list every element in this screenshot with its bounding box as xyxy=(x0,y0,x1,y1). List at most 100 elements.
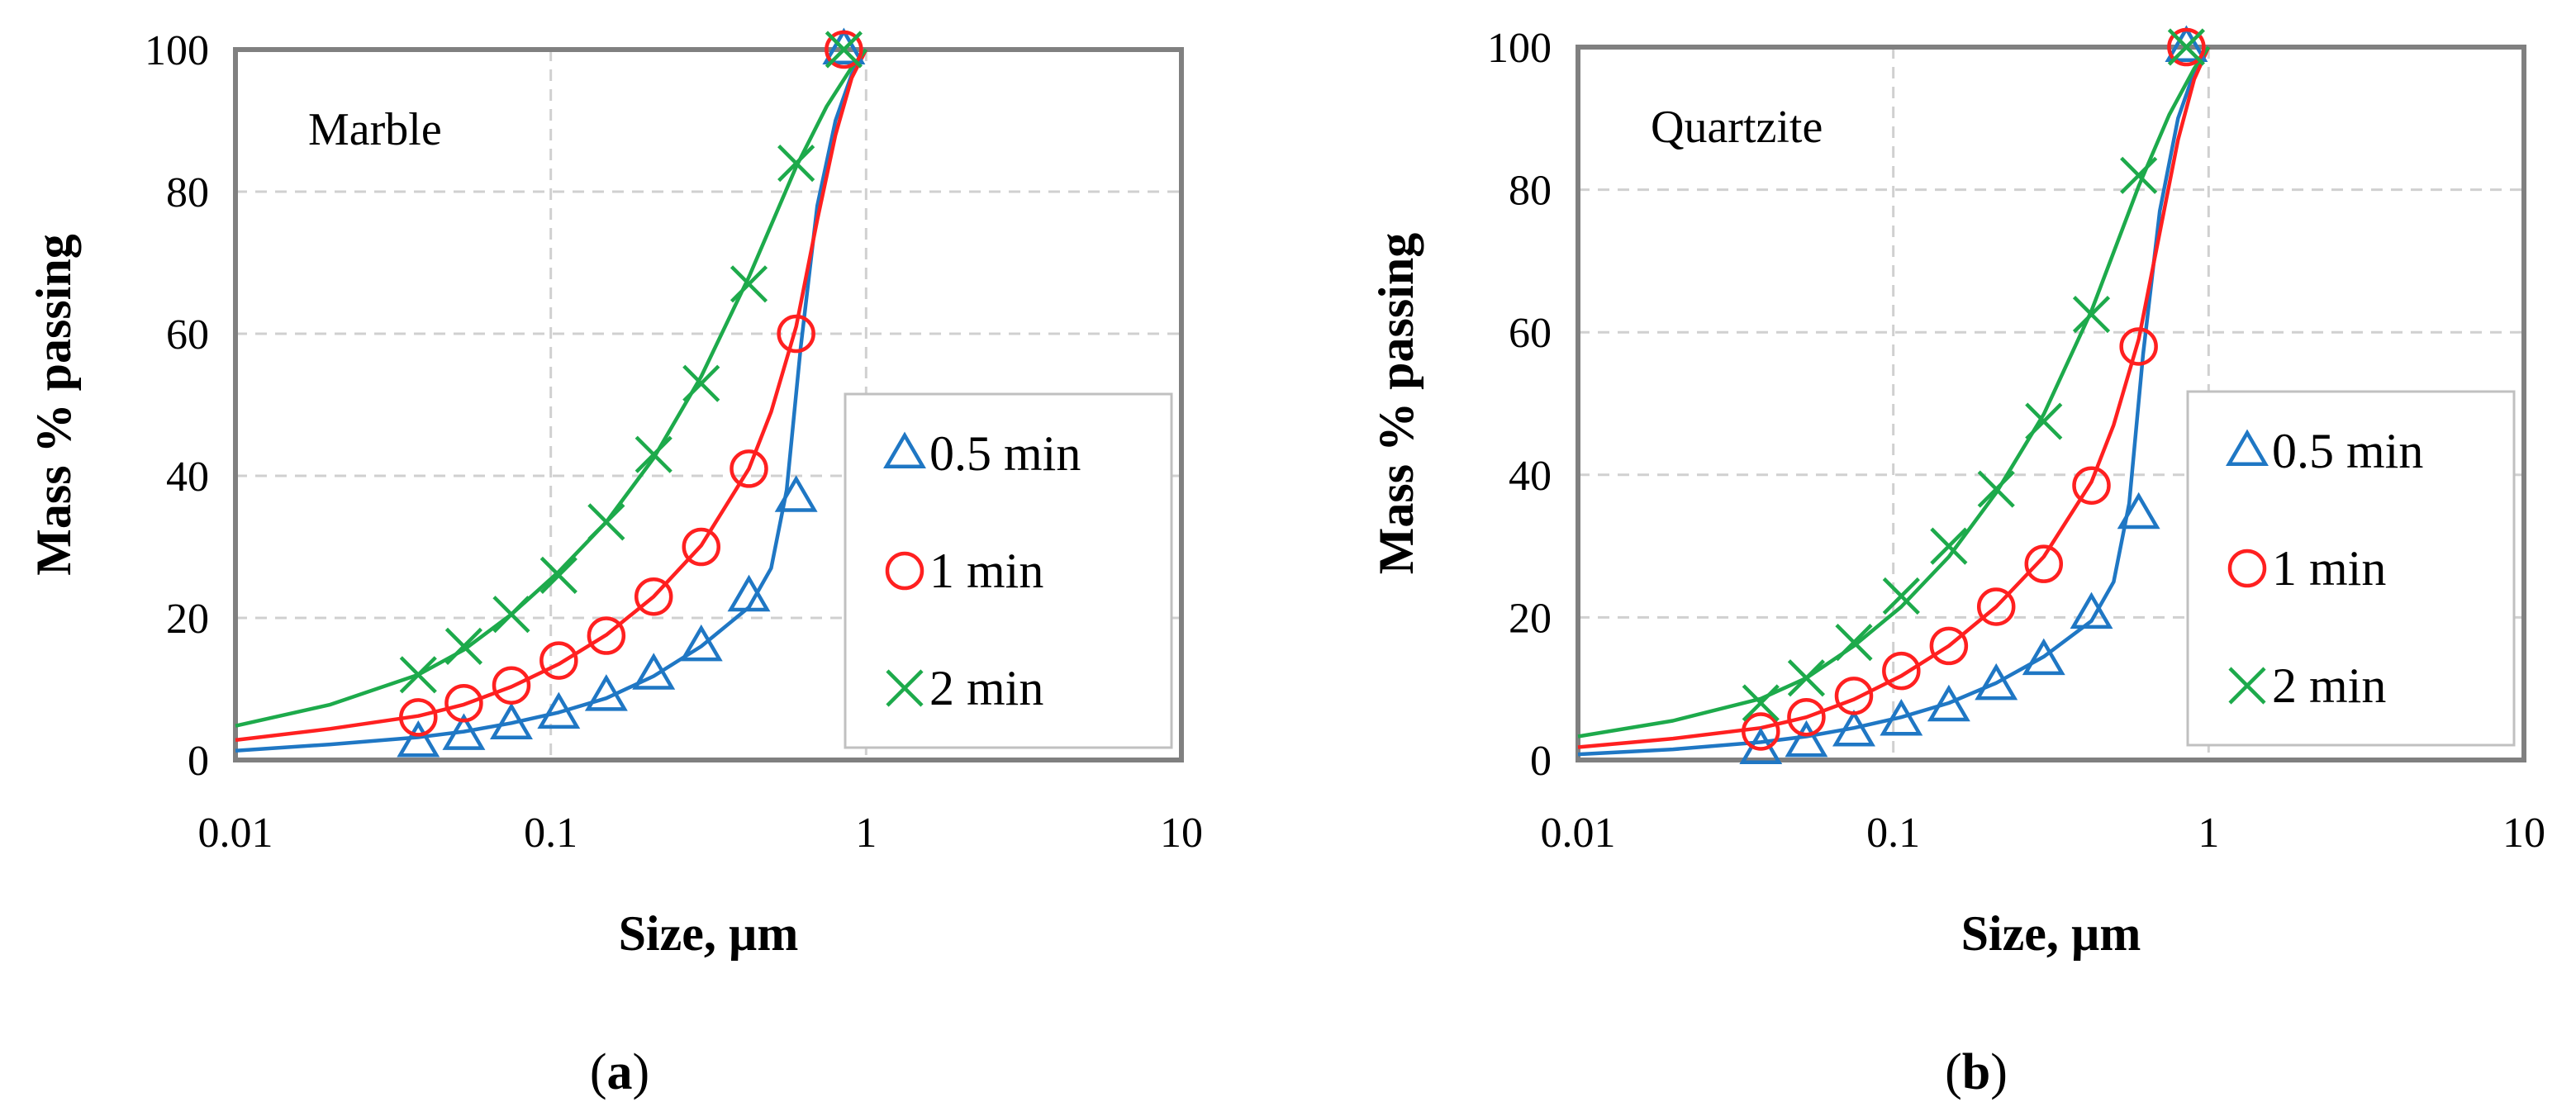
data-point xyxy=(587,616,626,655)
data-point xyxy=(1742,712,1780,751)
legend-label: 2 min xyxy=(929,661,1043,715)
data-point xyxy=(1927,684,1970,722)
y-tick-label: 20 xyxy=(1509,595,1552,642)
data-point xyxy=(537,691,581,729)
legend: 0.5 min 1 min 2 min xyxy=(2186,390,2516,747)
data-point xyxy=(730,265,768,303)
data-point xyxy=(492,596,530,634)
legend-label: 1 min xyxy=(929,544,1043,598)
data-point xyxy=(825,31,863,69)
data-point xyxy=(679,624,723,662)
data-point xyxy=(1975,663,2018,701)
data-point xyxy=(2165,25,2208,62)
data-point xyxy=(1835,624,1873,662)
x-axis-title: Size, µm xyxy=(1961,906,2141,961)
data-point xyxy=(442,713,486,750)
data-point xyxy=(727,574,771,612)
panel-label: (b) xyxy=(1945,1044,2008,1100)
x-tick-label: 1 xyxy=(855,810,877,857)
x-tick-label: 0.1 xyxy=(1866,810,1920,857)
y-tick-label: 60 xyxy=(166,311,209,359)
data-point xyxy=(399,656,437,694)
y-tick-label: 0 xyxy=(188,738,209,785)
x-tick-label: 10 xyxy=(1160,810,1203,857)
data-point xyxy=(634,577,673,616)
data-point xyxy=(682,527,721,567)
panel-label-letter: b xyxy=(1962,1044,1990,1100)
data-point xyxy=(1787,659,1826,697)
data-point xyxy=(399,698,438,737)
chart-panel-a: 0 20 40 60 80 100 0.01 0.1 1 10 Size, µm Mass % pas… xyxy=(26,27,1203,1100)
plot-frame xyxy=(233,47,1184,762)
data-point xyxy=(1930,527,1968,565)
y-tick-label: 20 xyxy=(166,596,209,643)
panel-label: (a) xyxy=(590,1044,649,1100)
x-tick-label: 0.01 xyxy=(1541,810,1616,857)
data-point xyxy=(584,674,628,711)
fit-line-2-min xyxy=(235,48,868,728)
material-annotation: Marble xyxy=(308,104,442,155)
legend-label: 1 min xyxy=(2272,541,2386,596)
x-tick-label: 10 xyxy=(2502,810,2545,857)
y-tick-label: 100 xyxy=(145,27,209,74)
data-point xyxy=(825,30,863,69)
legend-marker xyxy=(2228,667,2266,705)
data-point xyxy=(539,641,578,680)
data-point xyxy=(1742,684,1780,722)
y-tick-label: 40 xyxy=(166,454,209,501)
data-point xyxy=(2167,27,2206,67)
data-point xyxy=(397,720,440,758)
data-point xyxy=(2119,327,2158,366)
legend-label: 0.5 min xyxy=(2272,424,2423,478)
legend-box xyxy=(844,392,1173,749)
legend-marker xyxy=(883,431,926,468)
material-annotation: Quartzite xyxy=(1651,102,1823,153)
data-point xyxy=(2167,28,2205,66)
data-point xyxy=(2070,591,2113,629)
data-point xyxy=(2024,544,2064,583)
y-tick-label: 100 xyxy=(1487,25,1552,72)
data-point xyxy=(1834,677,1874,715)
data-point xyxy=(634,435,673,473)
y-axis-title: Mass % passing xyxy=(1369,233,1423,574)
y-tick-label: 0 xyxy=(1530,738,1552,785)
legend-box xyxy=(2186,390,2516,747)
x-axis-title: Size, µm xyxy=(619,906,799,961)
data-point xyxy=(1832,709,1875,747)
fit-line-0-5-min xyxy=(235,48,868,753)
data-point xyxy=(2072,466,2111,505)
legend-marker xyxy=(885,551,924,591)
data-point xyxy=(1787,697,1826,737)
data-point xyxy=(492,666,531,705)
data-point xyxy=(2120,156,2158,194)
x-tick-label: 1 xyxy=(2198,810,2219,857)
data-point xyxy=(2025,402,2063,440)
data-point xyxy=(730,449,768,488)
data-point xyxy=(539,556,577,594)
legend-marker xyxy=(2226,429,2269,466)
data-point xyxy=(822,27,866,64)
x-tick-label: 0.01 xyxy=(198,810,273,857)
x-tick-label: 0.1 xyxy=(524,810,577,857)
panel-label-letter: a xyxy=(607,1044,633,1100)
fit-line-1-min xyxy=(235,48,868,743)
legend: 0.5 min 1 min 2 min xyxy=(844,392,1173,749)
data-point xyxy=(444,683,483,723)
data-point xyxy=(444,627,483,665)
y-axis-title: Mass % passing xyxy=(26,234,81,575)
legend-label: 2 min xyxy=(2272,658,2386,713)
plot-frame xyxy=(1576,45,2526,762)
data-point xyxy=(774,475,818,512)
data-point xyxy=(1977,470,2015,508)
fit-line-0-5-min xyxy=(1577,45,2211,757)
data-point xyxy=(2022,638,2065,676)
legend-marker xyxy=(2227,549,2267,588)
data-point xyxy=(1976,587,2016,626)
data-point xyxy=(490,702,533,739)
fit-line-1-min xyxy=(1577,46,2211,749)
y-tick-label: 60 xyxy=(1509,310,1552,357)
chart-panel-b: 0 20 40 60 80 100 0.01 0.1 1 10 Size, µm Mass % pas… xyxy=(1369,25,2545,1100)
legend-marker xyxy=(886,669,924,707)
data-point xyxy=(1882,651,1921,691)
